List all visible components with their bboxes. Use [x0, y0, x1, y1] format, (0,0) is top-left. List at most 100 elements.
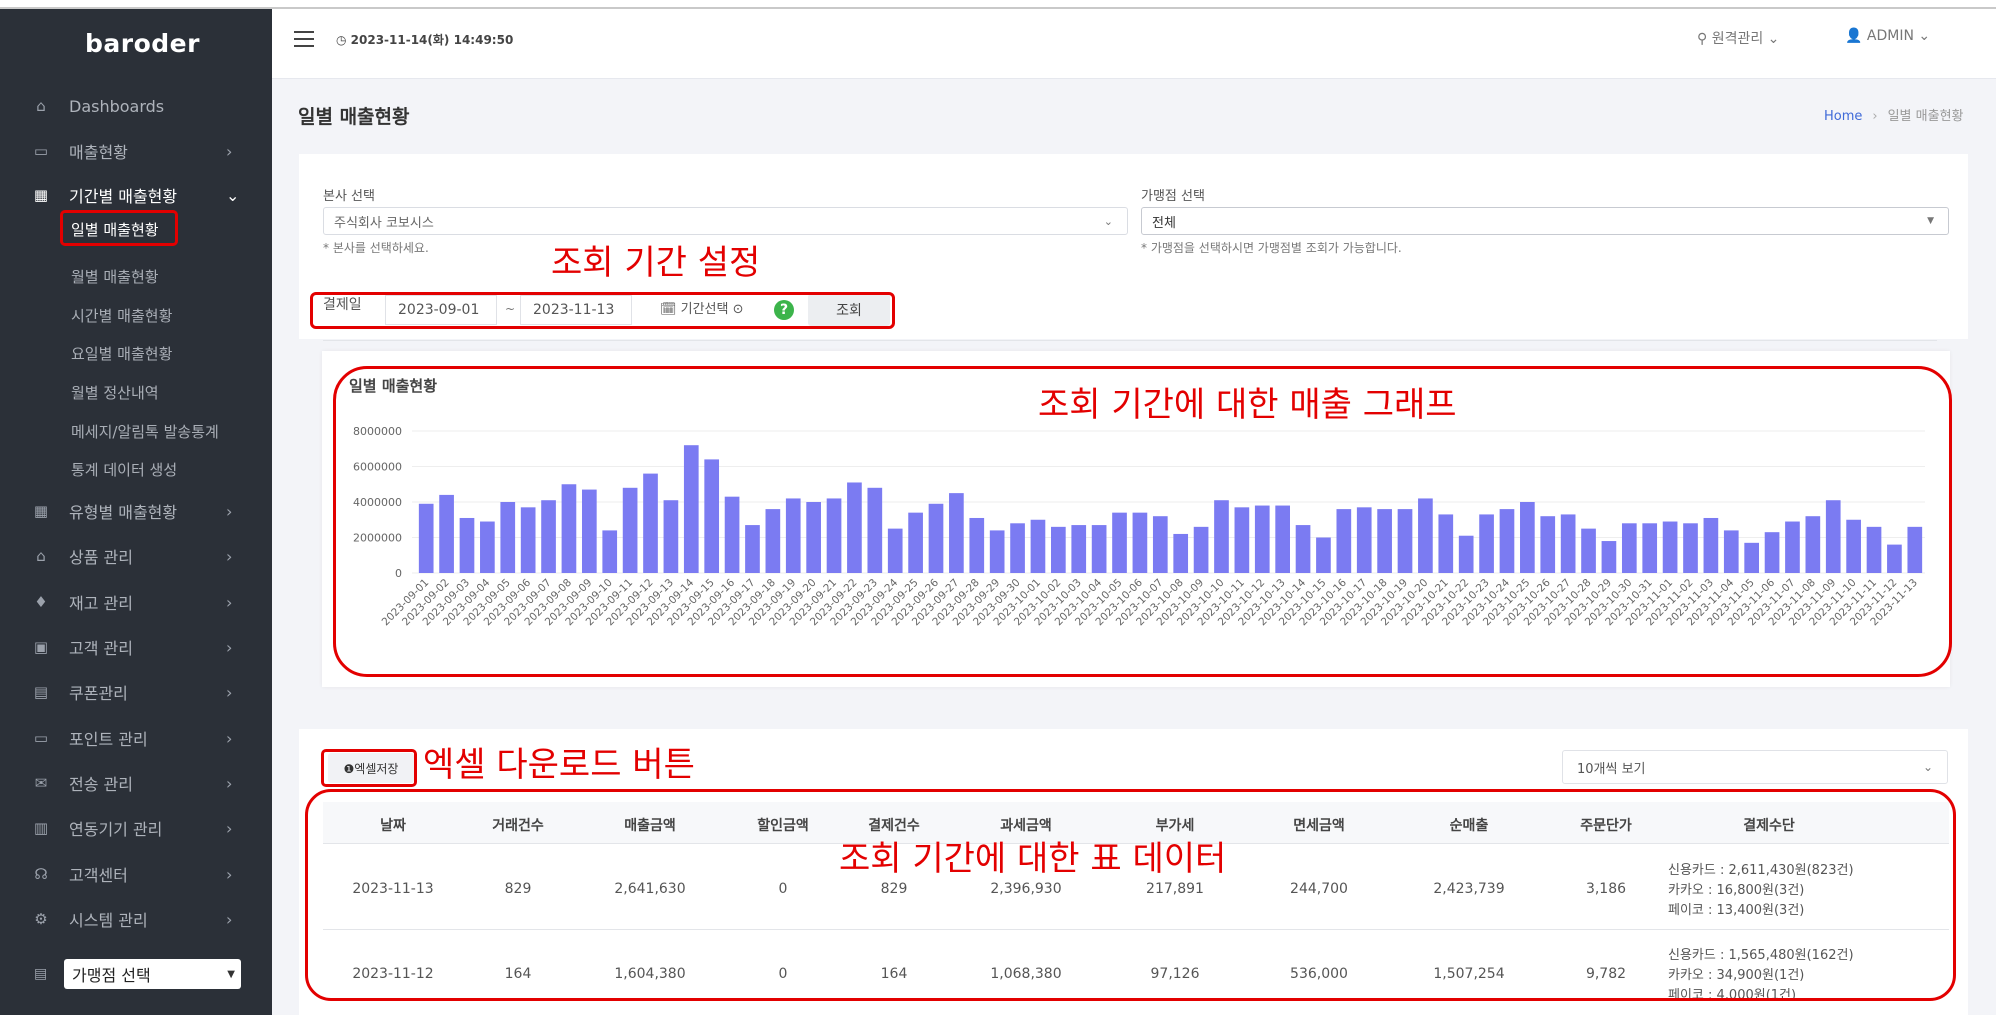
chevron-right-icon: ›: [226, 501, 233, 521]
bar: [1377, 509, 1392, 573]
ticket-icon: ▤: [33, 683, 49, 701]
sidebar-item-label: 재고 관리: [69, 594, 133, 613]
bar: [439, 494, 454, 573]
cell-taxable: 1,068,380: [990, 966, 1062, 982]
chevron-down-icon: ⌄: [226, 185, 240, 205]
payment-line: 신용카드 : 2,611,430원(823건): [1668, 863, 1854, 878]
y-tick-label: 0: [395, 567, 402, 580]
current-datetime: ◷ 2023-11-14(화) 14:49:50: [336, 33, 514, 47]
cell-unit-price: 9,782: [1585, 966, 1627, 982]
bar: [480, 521, 495, 573]
bar: [459, 517, 475, 573]
period-select-button[interactable]: 🗓 기간선택 ⊙: [660, 302, 744, 317]
cell-net-sales: 2,423,739: [1433, 881, 1505, 897]
bar: [418, 503, 434, 573]
bar: [1540, 516, 1556, 573]
sidebar-item-label: 매출현황: [69, 143, 128, 162]
chevron-right-icon: ›: [226, 141, 233, 161]
cell-transactions: 164: [504, 966, 532, 982]
sidebar-subitem-stats-generate[interactable]: 통계 데이터 생성: [71, 461, 178, 479]
bar: [765, 509, 781, 573]
cell-discount: 0: [778, 966, 788, 982]
date-from-input[interactable]: 2023-09-01: [385, 295, 497, 325]
y-tick-label: 6000000: [353, 461, 402, 474]
user-card-icon: ▣: [33, 638, 49, 656]
bar: [520, 507, 536, 573]
bar: [1234, 507, 1250, 573]
y-tick-label: 8000000: [353, 425, 402, 438]
remote-management-menu[interactable]: ⚲ 원격관리 ⌄: [1697, 31, 1780, 47]
y-tick-label: 2000000: [353, 532, 402, 545]
bar: [1805, 516, 1821, 573]
hq-select[interactable]: 주식회사 코보시스 ⌄: [323, 207, 1128, 235]
bar: [785, 498, 801, 573]
sidebar-subitem-settlement[interactable]: 월별 정산내역: [71, 384, 159, 402]
sidebar-subitem-message-stats[interactable]: 메세지/알림톡 발송통계: [71, 423, 219, 441]
annotation-period: 조회 기간 설정: [551, 243, 761, 283]
store-select[interactable]: 가맹점 선택 ▼: [64, 959, 241, 989]
sidebar-subitem-weekday[interactable]: 요일별 매출현황: [71, 345, 173, 363]
sidebar-item-support[interactable]: ☊ 고객센터 ›: [0, 856, 272, 892]
bar: [1438, 514, 1454, 573]
hamburger-menu-icon[interactable]: [294, 31, 314, 47]
bar: [1520, 502, 1535, 573]
franchise-select[interactable]: 전체 ▼: [1141, 207, 1949, 235]
page-size-select[interactable]: 10개씩 보기 ⌄: [1562, 750, 1948, 784]
sidebar-item-points[interactable]: ▭ 포인트 관리 ›: [0, 720, 272, 756]
cell-tax-free: 536,000: [1290, 966, 1348, 982]
bar: [1907, 526, 1923, 573]
sidebar-item-label: 기간별 매출현황: [69, 187, 178, 206]
bar: [1846, 519, 1861, 573]
admin-user-menu[interactable]: 👤 ADMIN ⌄: [1845, 28, 1930, 44]
chevron-right-icon: ›: [226, 864, 233, 884]
chevron-down-icon: ⌄: [1922, 760, 1933, 774]
sidebar-item-label: 상품 관리: [69, 548, 133, 567]
sidebar-subitem-hourly[interactable]: 시간별 매출현황: [71, 307, 173, 325]
sidebar-item-coupons[interactable]: ▤ 쿠폰관리 ›: [0, 674, 272, 710]
cell-date: 2023-11-13: [352, 881, 434, 897]
sidebar-item-inventory[interactable]: ♦ 재고 관리 ›: [0, 584, 272, 620]
column-header: 결제수단: [1743, 818, 1795, 834]
bar: [928, 503, 944, 573]
breadcrumb-home[interactable]: Home: [1824, 109, 1863, 124]
annotation-excel: 엑셀 다운로드 버튼: [423, 745, 695, 785]
sidebar-item-products[interactable]: ⌂ 상품 관리 ›: [0, 538, 272, 574]
cell-net-sales: 1,507,254: [1433, 966, 1505, 982]
sidebar-item-sales[interactable]: ▭ 매출현황 ›: [0, 133, 272, 169]
bar: [1723, 530, 1739, 573]
cell-discount: 0: [778, 881, 788, 897]
hq-select-label: 본사 선택: [323, 189, 375, 204]
column-header: 부가세: [1155, 818, 1195, 834]
sidebar-item-label: 고객 관리: [69, 639, 133, 658]
cell-sales: 2,641,630: [614, 881, 686, 897]
sidebar-item-system[interactable]: ⚙ 시스템 관리 ›: [0, 901, 272, 937]
y-tick-label: 4000000: [353, 496, 402, 509]
search-button[interactable]: 조회: [808, 294, 890, 326]
bar: [1214, 500, 1229, 573]
bar: [1132, 512, 1148, 573]
bar: [1581, 528, 1596, 573]
sidebar-item-messaging[interactable]: ✉ 전송 관리 ›: [0, 765, 272, 801]
sidebar-item-devices[interactable]: ▥ 연동기기 관리 ›: [0, 810, 272, 846]
app-frame: baroder ⌂ Dashboards ▭ 매출현황 › ▦ 기간별 매출현황…: [0, 7, 1996, 1015]
sidebar-subitem-daily[interactable]: 일별 매출현황: [71, 221, 159, 239]
sidebar-item-period-sales[interactable]: ▦ 기간별 매출현황 ⌄: [0, 177, 272, 213]
date-to-input[interactable]: 2023-11-13: [520, 295, 632, 325]
sidebar-subitem-monthly[interactable]: 월별 매출현황: [71, 268, 159, 286]
excel-download-button[interactable]: ❶엑셀저장: [328, 753, 414, 783]
sidebar-item-customers[interactable]: ▣ 고객 관리 ›: [0, 629, 272, 665]
franchise-select-value: 전체: [1152, 215, 1176, 231]
date-range-separator: ~: [505, 302, 516, 316]
sidebar-item-type-sales[interactable]: ▦ 유형별 매출현황 ›: [0, 493, 272, 529]
bar: [1887, 544, 1902, 573]
payment-line: 페이코 : 4,000원(1건): [1668, 988, 1797, 1003]
bar: [1071, 525, 1087, 573]
bar: [1295, 525, 1311, 573]
bar: [1479, 514, 1494, 573]
cell-transactions: 829: [504, 881, 532, 897]
bar: [1683, 523, 1698, 573]
sidebar-item-dashboards[interactable]: ⌂ Dashboards: [0, 88, 272, 124]
help-icon[interactable]: ?: [774, 300, 794, 320]
bar: [1030, 519, 1046, 573]
user-icon: 👤: [1845, 28, 1867, 44]
